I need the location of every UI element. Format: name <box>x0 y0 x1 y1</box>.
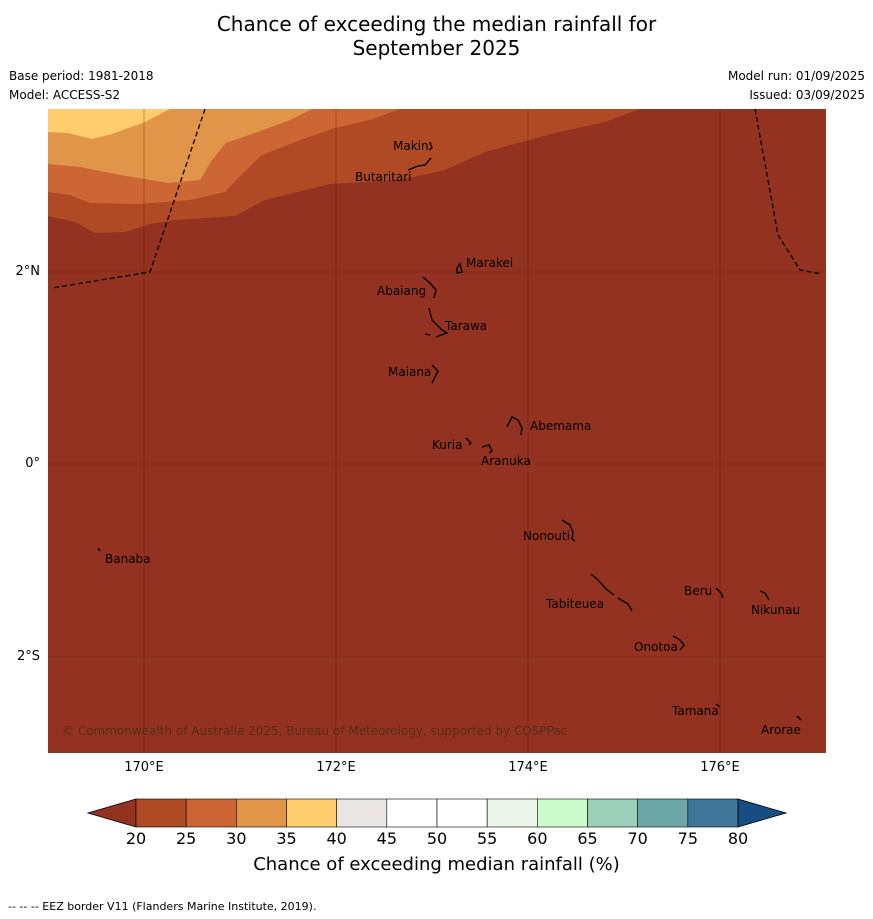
eez-border <box>51 108 823 289</box>
x-tick-172e: 172°E <box>316 760 356 775</box>
place-label-banaba: Banaba <box>105 552 151 566</box>
model-name: Model: ACCESS-S2 <box>9 88 121 102</box>
colorbar-tick-label: 60 <box>527 829 548 848</box>
contour-35-40 <box>48 109 170 139</box>
colorbar-segment <box>286 798 337 828</box>
island-nonouti <box>561 519 576 542</box>
island-kuria <box>465 437 472 446</box>
island-marakei <box>456 262 463 274</box>
colorbar-tick-label: 40 <box>326 829 347 848</box>
place-label-tarawa: Tarawa <box>445 319 488 333</box>
island-tarawa <box>424 307 449 338</box>
y-tick-0: 0° <box>25 456 40 471</box>
x-tick-170e: 170°E <box>124 760 164 775</box>
place-label-tabiteuea: Tabiteuea <box>546 597 605 611</box>
colorbar-segment <box>236 798 287 828</box>
colorbar-over-arrow <box>737 798 788 828</box>
run-info: Model run: 01/09/2025 Issued: 03/09/2025 <box>728 67 865 105</box>
place-label-maiana: Maiana <box>388 365 432 379</box>
island-beru <box>715 587 724 599</box>
y-tick-2n: 2°N <box>15 264 41 279</box>
colorbar-title: Chance of exceeding median rainfall (%) <box>253 854 620 875</box>
island-butaritari <box>407 157 432 171</box>
place-label-nikunau: Nikunau <box>751 603 801 617</box>
place-label-tamana: Tamana <box>672 704 719 718</box>
place-label-aranuka: Aranuka <box>481 454 531 468</box>
gridlines <box>48 109 826 753</box>
colorbar-under-arrow <box>86 798 137 828</box>
island-makin <box>428 141 433 151</box>
place-label-abemama: Abemama <box>530 419 592 433</box>
colorbar-tick-label: 25 <box>175 829 197 848</box>
model-run-date: Model run: 01/09/2025 <box>727 69 865 83</box>
island-maiana <box>431 364 439 384</box>
island-tabiteuea <box>590 573 633 612</box>
colorbar-segment <box>386 798 438 828</box>
place-label-arorae: Arorae <box>761 723 801 737</box>
colorbar-tick-label: 70 <box>627 829 648 848</box>
copyright-notice: © Commonwealth of Australia 2025, Bureau… <box>62 724 568 738</box>
base-period: Base period: 1981-2018 <box>9 69 154 83</box>
place-label-butaritari: Butaritari <box>355 170 412 184</box>
island-tamana <box>715 703 721 708</box>
place-label-kuria: Kuria <box>432 438 463 452</box>
island-aranuka <box>481 444 493 454</box>
x-tick-174e: 174°E <box>508 760 548 775</box>
colorbar-segment <box>135 798 187 828</box>
place-label-beru: Beru <box>684 584 713 598</box>
colorbar-segment <box>486 798 538 828</box>
title-line-1: Chance of exceeding the median rainfall … <box>216 12 657 36</box>
colorbar-segment <box>537 798 588 828</box>
place-label-abaiang: Abaiang <box>377 284 427 298</box>
map-title: Chance of exceeding the median rainfall … <box>0 12 873 60</box>
place-label-onotoa: Onotoa <box>634 640 678 654</box>
colorbar-tick-label: 35 <box>276 829 297 848</box>
colorbar-tick-label: 65 <box>577 829 598 848</box>
place-label-makin: Makin <box>393 139 429 153</box>
colorbar <box>86 798 788 828</box>
colorbar-tick-label: 80 <box>727 829 749 848</box>
colorbar-tick-label: 50 <box>426 829 448 848</box>
y-tick-2s: 2°S <box>16 649 40 664</box>
islands <box>97 141 802 721</box>
colorbar-segment <box>637 798 689 828</box>
colorbar-tick-label: 55 <box>476 829 498 848</box>
place-label-nonouti: Nonouti <box>523 529 570 543</box>
colorbar-tick-label: 20 <box>125 829 147 848</box>
colorbar-segment <box>587 798 638 828</box>
model-info: Base period: 1981-2018 Model: ACCESS-S2 <box>9 67 154 105</box>
colorbar-segment <box>687 798 739 828</box>
colorbar-tick-label: 45 <box>376 829 397 848</box>
colorbar-segment <box>336 798 388 828</box>
colorbar-tick-label: 75 <box>677 829 698 848</box>
place-label-marakei: Marakei <box>466 256 514 270</box>
issued-date: Issued: 03/09/2025 <box>749 88 865 102</box>
footnote-eez: -- -- -- EEZ border V11 (Flanders Marine… <box>8 900 317 913</box>
island-abemama <box>506 416 523 436</box>
island-onotoa <box>672 635 685 651</box>
island-banaba <box>97 547 101 552</box>
island-arorae <box>796 715 802 721</box>
colorbar-segment <box>185 798 237 828</box>
island-abaiang <box>422 276 437 299</box>
x-tick-176e: 176°E <box>700 760 740 775</box>
colorbar-tick-label: 30 <box>226 829 247 848</box>
colorbar-segment <box>436 798 488 828</box>
title-line-2: September 2025 <box>352 36 521 60</box>
island-nikunau <box>759 590 770 601</box>
